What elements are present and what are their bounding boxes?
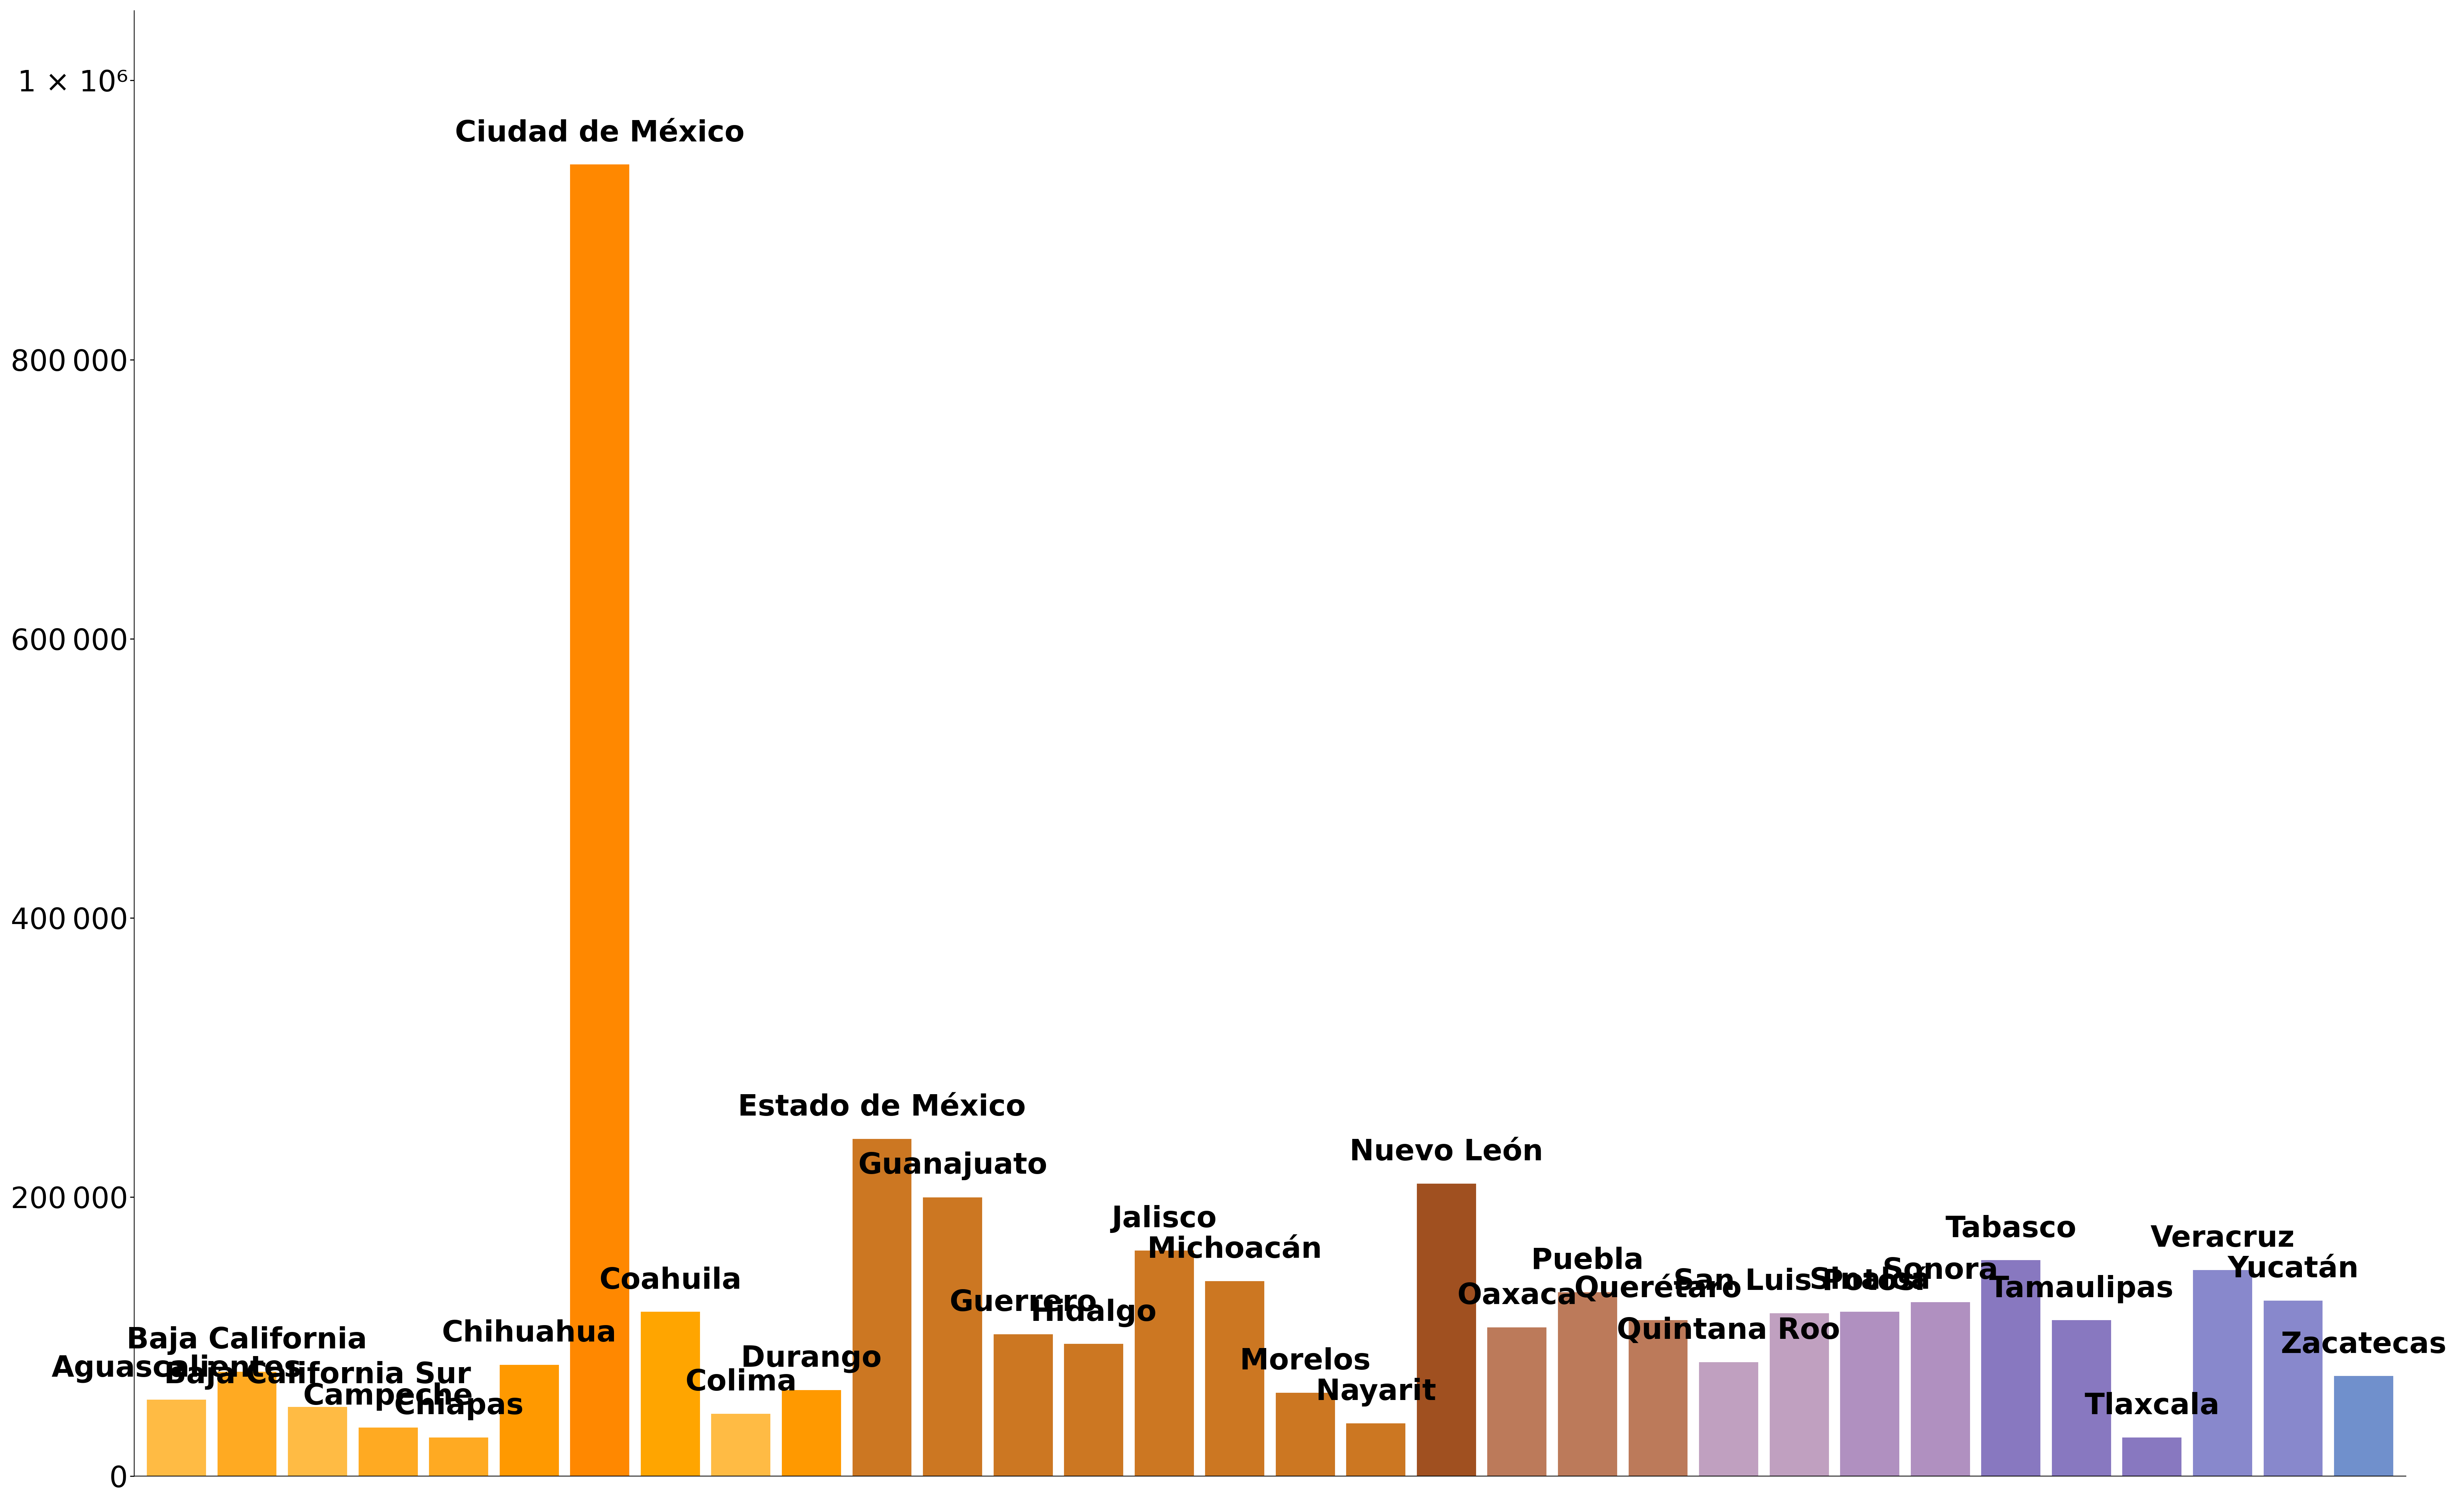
Text: Sonora: Sonora [1882, 1257, 1998, 1284]
Text: Puebla: Puebla [1530, 1247, 1643, 1275]
Text: Hidalgo: Hidalgo [1030, 1298, 1156, 1327]
Bar [2333, 1376, 2393, 1477]
Bar [357, 1427, 419, 1477]
Bar [2122, 1438, 2183, 1477]
Text: Nuevo León: Nuevo León [1350, 1139, 1542, 1166]
Bar [993, 1334, 1052, 1477]
Text: Baja California: Baja California [126, 1327, 367, 1355]
Text: Ciudad de México: Ciudad de México [456, 119, 744, 147]
Text: Colima: Colima [685, 1369, 796, 1397]
Bar [429, 1438, 488, 1477]
Text: Tlaxcala: Tlaxcala [2085, 1393, 2220, 1420]
Bar [1629, 1321, 1688, 1477]
Text: Querétaro: Querétaro [1574, 1275, 1742, 1302]
Bar [712, 1414, 771, 1477]
Text: Zacatecas: Zacatecas [2282, 1331, 2447, 1360]
Bar [217, 1372, 276, 1477]
Bar [1557, 1292, 1616, 1477]
Bar [2262, 1301, 2324, 1477]
Bar [500, 1364, 559, 1477]
Bar [641, 1311, 700, 1477]
Text: Aguascalientes: Aguascalientes [52, 1354, 301, 1382]
Bar [1981, 1260, 2040, 1477]
Text: Chihuahua: Chihuahua [441, 1319, 616, 1348]
Text: Jalisco: Jalisco [1111, 1205, 1217, 1233]
Text: Yucatán: Yucatán [2227, 1256, 2358, 1283]
Text: Baja California Sur: Baja California Sur [165, 1361, 471, 1390]
Bar [288, 1406, 347, 1477]
Bar [2053, 1321, 2112, 1477]
Text: Morelos: Morelos [1239, 1348, 1370, 1376]
Text: Coahuila: Coahuila [599, 1266, 742, 1295]
Bar [1276, 1393, 1335, 1477]
Bar [1698, 1361, 1759, 1477]
Text: San Luis Potosí: San Luis Potosí [1673, 1268, 1924, 1296]
Bar [1417, 1184, 1476, 1477]
Bar [922, 1197, 983, 1477]
Text: Chiapas: Chiapas [394, 1393, 522, 1420]
Bar [1064, 1343, 1124, 1477]
Bar [1205, 1281, 1264, 1477]
Bar [1486, 1327, 1547, 1477]
Text: Tamaulipas: Tamaulipas [1988, 1275, 2173, 1302]
Text: Estado de México: Estado de México [739, 1093, 1025, 1122]
Bar [1345, 1423, 1407, 1477]
Bar [1910, 1301, 1971, 1477]
Text: Michoacán: Michoacán [1148, 1236, 1323, 1263]
Bar [781, 1390, 840, 1477]
Text: Sinaloa: Sinaloa [1809, 1266, 1929, 1295]
Text: Nayarit: Nayarit [1316, 1378, 1437, 1406]
Bar [1133, 1250, 1195, 1477]
Text: Oaxaca: Oaxaca [1456, 1281, 1577, 1310]
Text: Quintana Roo: Quintana Roo [1616, 1316, 1841, 1345]
Text: Guanajuato: Guanajuato [857, 1152, 1047, 1181]
Bar [1769, 1313, 1828, 1477]
Text: Guerrero: Guerrero [949, 1289, 1096, 1318]
Bar [853, 1139, 912, 1477]
Bar [145, 1399, 207, 1477]
Bar [2193, 1269, 2252, 1477]
Text: Campeche: Campeche [303, 1382, 473, 1411]
Bar [569, 164, 631, 1477]
Text: Tabasco: Tabasco [1944, 1215, 2077, 1244]
Text: Durango: Durango [742, 1345, 882, 1373]
Text: Veracruz: Veracruz [2151, 1224, 2294, 1253]
Bar [1841, 1311, 1900, 1477]
